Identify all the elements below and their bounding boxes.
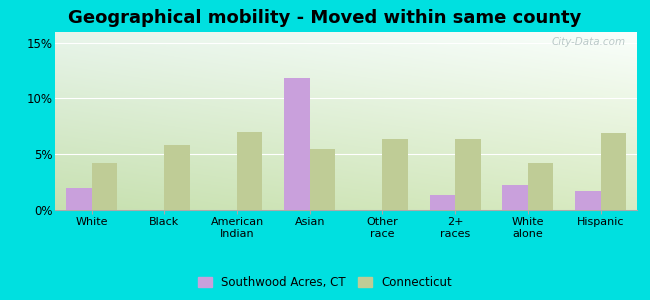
Bar (66, 188, 92, 210)
Bar (237, 132, 263, 210)
Bar (575, 191, 601, 210)
Bar (284, 78, 310, 210)
Legend: Southwood Acres, CT, Connecticut: Southwood Acres, CT, Connecticut (193, 272, 457, 294)
Bar (164, 145, 190, 210)
Bar (382, 139, 408, 210)
Bar (455, 139, 480, 210)
Text: City-Data.com: City-Data.com (551, 37, 625, 47)
Bar (528, 163, 553, 210)
Bar (430, 196, 455, 210)
Bar (601, 133, 626, 210)
Bar (502, 185, 528, 210)
Bar (310, 148, 335, 210)
Bar (92, 163, 117, 210)
Text: Geographical mobility - Moved within same county: Geographical mobility - Moved within sam… (68, 9, 582, 27)
